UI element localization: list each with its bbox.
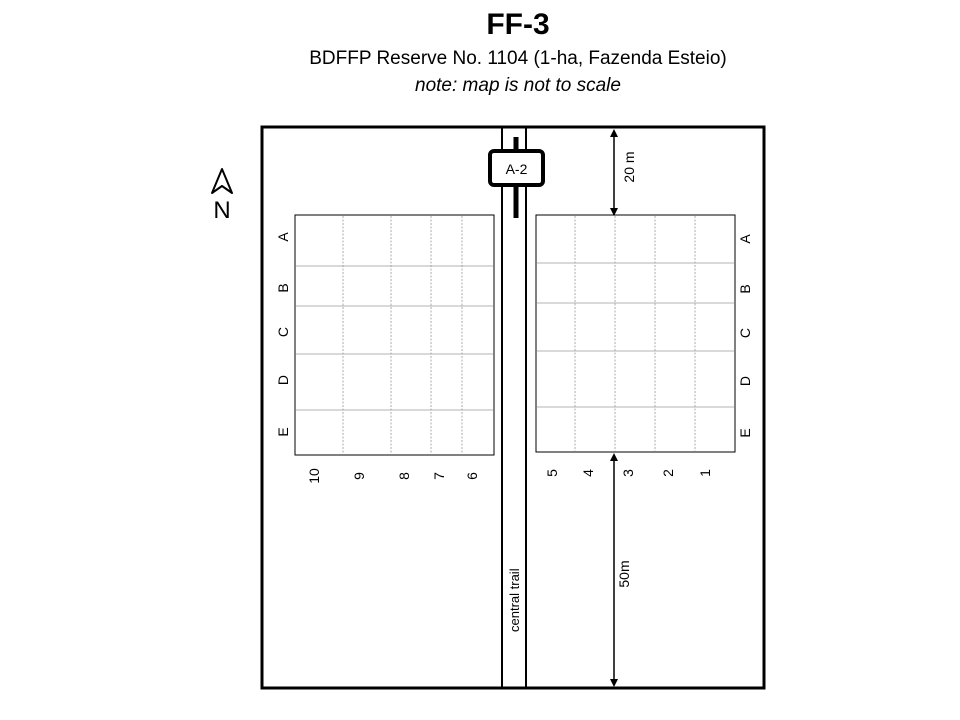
row-label-right-d: D [737, 376, 753, 386]
map-title: FF-3 [486, 8, 550, 41]
column-label-7: 7 [431, 472, 447, 480]
row-label-left-a: A [275, 232, 291, 242]
column-label-6: 6 [464, 472, 480, 480]
column-label-10: 10 [306, 468, 322, 484]
row-label-left-c: C [275, 327, 291, 337]
column-label-1: 1 [697, 469, 713, 477]
column-label-8: 8 [396, 472, 412, 480]
compass-label: N [213, 197, 230, 224]
column-label-5: 5 [544, 469, 560, 477]
marker-sign [488, 149, 545, 187]
column-label-2: 2 [660, 469, 676, 477]
row-label-left-e: E [275, 427, 291, 436]
row-label-right-e: E [737, 428, 753, 437]
trail-label: central trail [507, 568, 522, 632]
row-label-right-b: B [737, 284, 753, 293]
left-plot [294, 214, 495, 456]
column-label-3: 3 [620, 469, 636, 477]
row-label-left-b: B [275, 283, 291, 292]
row-label-right-a: A [737, 234, 753, 244]
map-subtitle: BDFFP Reserve No. 1104 (1-ha, Fazenda Es… [309, 48, 727, 69]
column-label-9: 9 [351, 472, 367, 480]
reserve-boundary [260, 125, 766, 690]
north-arrow-icon [211, 168, 233, 194]
row-label-left-d: D [275, 375, 291, 385]
right-plot [535, 214, 736, 453]
top-dimension-label: 20 m [621, 151, 637, 182]
bottom-dimension-arrow [610, 453, 618, 687]
row-label-right-c: C [737, 328, 753, 338]
marker-label: A-2 [506, 161, 528, 177]
top-dimension-arrow [610, 129, 618, 216]
scale-note: note: map is not to scale [415, 75, 621, 96]
column-label-4: 4 [580, 469, 596, 477]
bottom-dimension-label: 50m [616, 560, 632, 587]
